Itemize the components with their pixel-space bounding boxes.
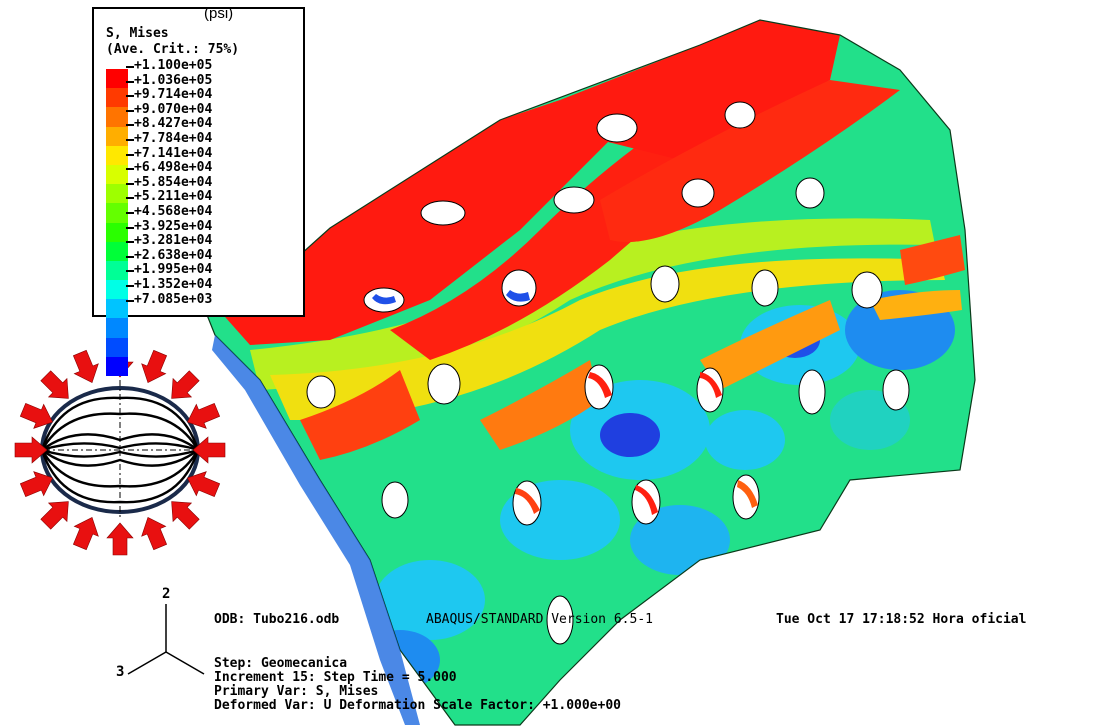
legend-value: +7.085e+03	[134, 291, 213, 307]
legend-swatch	[106, 203, 128, 223]
hole	[851, 271, 883, 309]
odb-name: ODB: Tubo216.odb	[214, 612, 340, 627]
legend-tick	[126, 211, 134, 227]
legend-value: +8.427e+04	[134, 116, 213, 132]
legend-value: +5.211e+04	[134, 189, 213, 205]
legend-swatch	[106, 222, 128, 242]
legend-swatch	[106, 107, 128, 127]
legend-value: +1.036e+05	[134, 72, 213, 88]
legend-swatch	[106, 318, 128, 338]
deformed-variable: Deformed Var: U Deformation Scale Factor…	[214, 698, 621, 713]
legend-tick	[126, 80, 134, 96]
hole	[584, 364, 614, 410]
legend-tick	[126, 95, 134, 110]
hole	[553, 186, 595, 214]
hole	[724, 101, 756, 129]
hole	[650, 265, 680, 303]
legend-tick	[126, 226, 134, 242]
legend-tick	[126, 197, 134, 212]
legend-tick	[126, 299, 134, 315]
axis-triad	[127, 604, 205, 675]
color-legend: (psi) S, Mises (Ave. Crit.: 75%) +1.100e…	[92, 5, 305, 376]
legend-swatch	[106, 337, 128, 357]
legend-tick	[126, 109, 134, 125]
pressure-arrows	[14, 344, 226, 556]
hole	[732, 474, 760, 520]
legend-tick	[126, 66, 134, 81]
legend-swatches	[106, 69, 128, 376]
hole	[681, 178, 715, 208]
legend-value: +2.638e+04	[134, 247, 213, 263]
step-name: Step: Geomecanica	[214, 656, 348, 671]
collapse-schematic	[14, 344, 226, 556]
solver-version: ABAQUS/STANDARD Version 6.5-1	[426, 612, 653, 627]
legend-tick	[126, 284, 134, 300]
hole	[596, 113, 638, 143]
legend-value: +5.854e+04	[134, 174, 213, 190]
legend-tick	[126, 241, 134, 256]
hole	[795, 177, 825, 209]
legend-swatch	[106, 69, 128, 89]
legend-value: +6.498e+04	[134, 160, 213, 176]
legend-value: +1.100e+05	[134, 58, 213, 73]
legend-swatch	[106, 145, 128, 165]
legend-tick	[126, 168, 134, 183]
legend-swatch	[106, 184, 128, 204]
legend-swatch	[106, 164, 128, 185]
axis-2-label: 2	[162, 586, 171, 602]
legend-labels: +1.100e+05 +1.036e+05 +9.714e+04 +9.070e+04…	[134, 58, 213, 307]
legend-value: +7.784e+04	[134, 130, 213, 146]
legend-title: S, Mises	[106, 26, 169, 41]
axis-3-label: 3	[116, 664, 125, 680]
hole	[882, 369, 910, 411]
increment-info: Increment 15: Step Time = 5.000	[214, 670, 457, 685]
legend-swatch	[106, 356, 128, 376]
primary-variable: Primary Var: S, Mises	[214, 684, 379, 699]
legend-value: +3.925e+04	[134, 218, 213, 234]
legend-swatch	[106, 126, 128, 146]
legend-swatch	[106, 280, 128, 300]
holes	[306, 101, 910, 645]
legend-tick	[126, 255, 134, 271]
legend-value: +7.141e+04	[134, 145, 213, 161]
hole	[427, 363, 461, 405]
hole	[798, 369, 826, 415]
legend-tick	[126, 182, 134, 198]
legend-unit: (psi)	[204, 5, 234, 22]
run-date: Tue Oct 17 17:18:52 Hora oficial	[776, 612, 1027, 627]
legend-tick	[126, 138, 134, 154]
legend-value: +1.995e+04	[134, 262, 213, 278]
legend-swatch	[106, 260, 128, 281]
legend-tick	[126, 270, 134, 285]
hole	[696, 367, 724, 413]
hole	[306, 375, 336, 409]
hole	[751, 269, 779, 307]
hole	[512, 480, 542, 526]
legend-subtitle: (Ave. Crit.: 75%)	[106, 42, 240, 57]
legend-value: +9.070e+04	[134, 101, 213, 117]
legend-value: +3.281e+04	[134, 233, 213, 249]
legend-value: +4.568e+04	[134, 203, 213, 219]
hole	[381, 481, 409, 519]
legend-swatch	[106, 241, 128, 261]
legend-swatch	[106, 299, 128, 319]
legend-value: +9.714e+04	[134, 87, 213, 103]
legend-tick	[126, 153, 134, 169]
legend-swatch	[106, 88, 128, 108]
legend-ticks	[126, 66, 134, 314]
hole	[546, 595, 574, 645]
hole	[420, 200, 466, 226]
legend-value: +1.352e+04	[134, 276, 213, 292]
legend-tick	[126, 124, 134, 139]
